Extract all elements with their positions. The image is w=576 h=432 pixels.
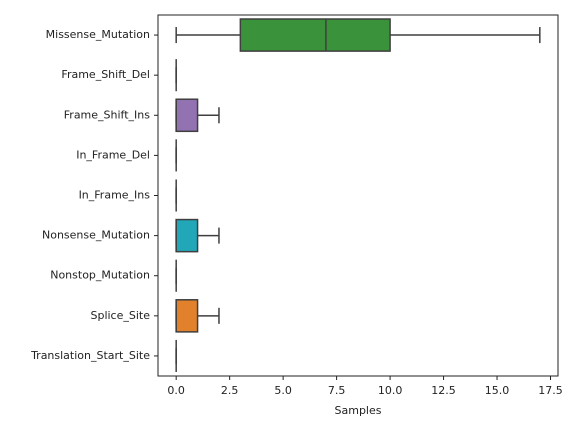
x-tick-label: 0.0 <box>167 384 185 397</box>
y-tick-label: Nonstop_Mutation <box>50 269 150 282</box>
box <box>239 18 391 52</box>
y-tick-label: In_Frame_Del <box>76 148 150 161</box>
x-tick-label: 17.5 <box>538 384 563 397</box>
y-tick-label: Missense_Mutation <box>46 28 150 41</box>
x-tick-label: 12.5 <box>431 384 456 397</box>
x-tick-label: 2.5 <box>221 384 239 397</box>
y-tick-label: Nonsense_Mutation <box>42 229 150 242</box>
x-axis-label: Samples <box>335 404 382 417</box>
box <box>175 218 199 253</box>
x-tick-label: 10.0 <box>378 384 403 397</box>
box <box>175 98 199 133</box>
y-tick-label: Frame_Shift_Ins <box>64 108 150 121</box>
y-tick-label: Splice_Site <box>90 309 150 322</box>
y-tick-label: Frame_Shift_Del <box>61 68 150 81</box>
box <box>175 299 199 333</box>
x-tick-label: 15.0 <box>485 384 510 397</box>
plot-frame <box>157 14 559 377</box>
y-tick-label: Translation_Start_Site <box>30 349 150 362</box>
y-tick-label: In_Frame_Ins <box>79 189 151 202</box>
x-tick-label: 5.0 <box>274 384 292 397</box>
x-tick-label: 7.5 <box>328 384 346 397</box>
